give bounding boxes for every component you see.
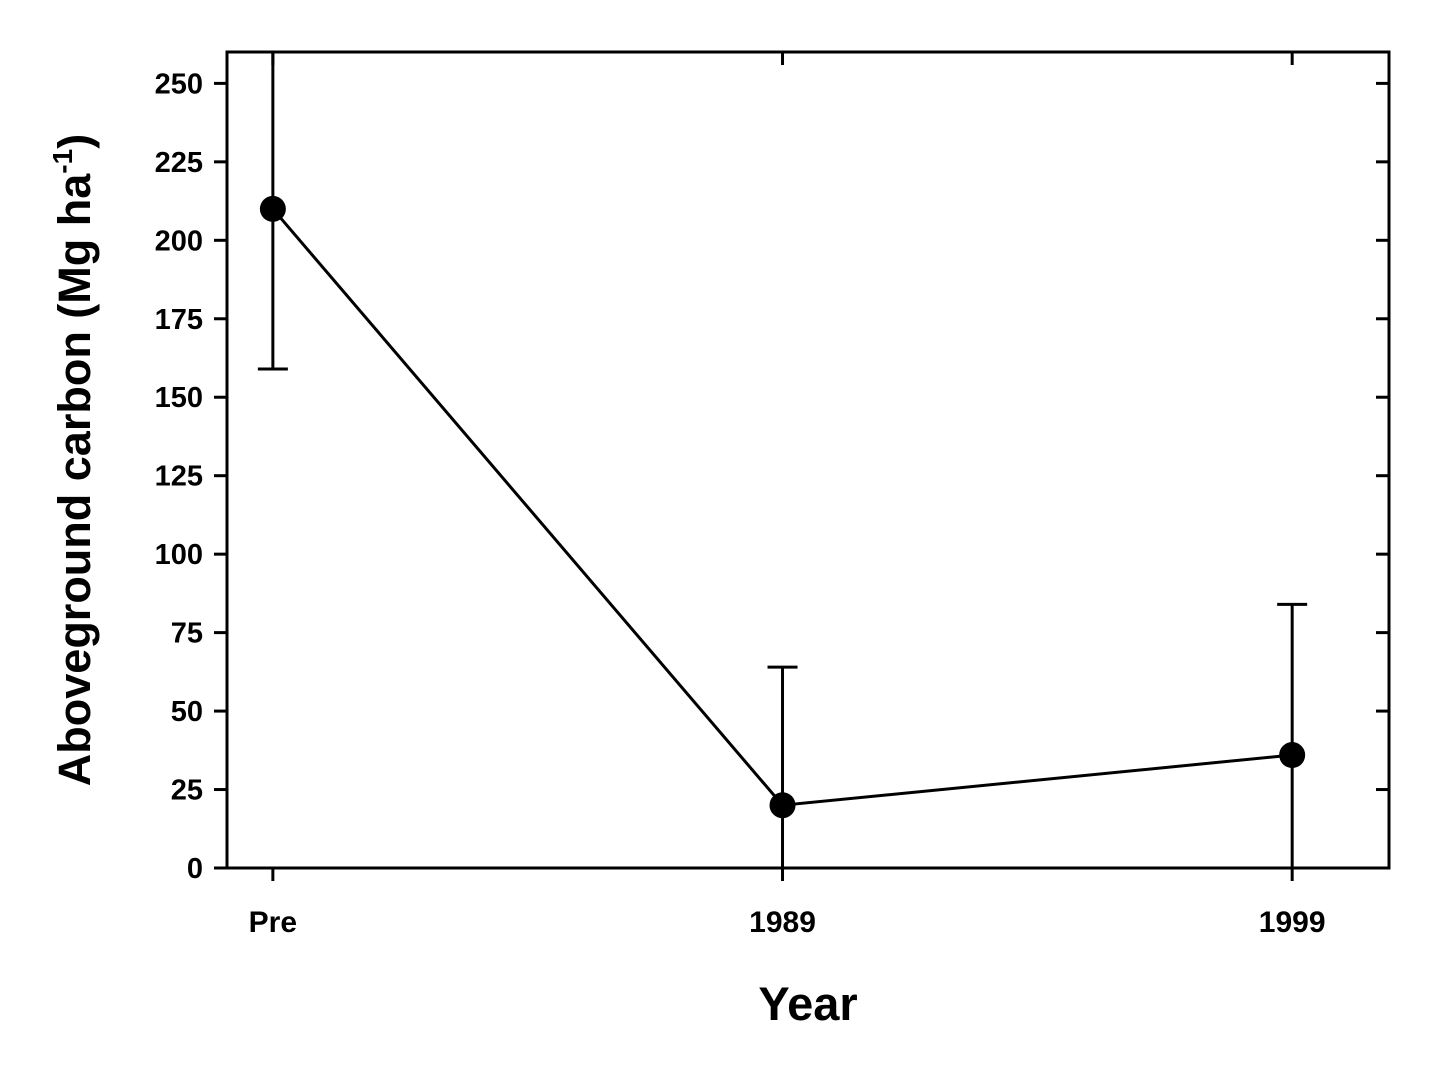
- y-tick-label: 0: [187, 853, 203, 885]
- y-axis-title: Aboveground carbon (Mg ha-1): [47, 134, 100, 786]
- data-point: [1279, 742, 1306, 769]
- x-tick-label: 1989: [749, 906, 816, 939]
- plot-area: [257, 50, 1308, 868]
- y-tick-label: 100: [155, 539, 203, 571]
- data-point: [259, 195, 286, 222]
- y-tick-label: 25: [171, 775, 203, 807]
- y-tick-label: 200: [155, 225, 203, 257]
- x-axis-title: Year: [758, 977, 857, 1030]
- x-tick-label: Pre: [249, 906, 297, 939]
- x-axis: Pre 1989 1999: [249, 52, 1326, 939]
- y-tick-label: 225: [155, 147, 203, 179]
- y-axis-title-main: Aboveground carbon (Mg ha: [49, 173, 100, 786]
- y-tick-label: 150: [155, 382, 203, 414]
- y-tick-label: 175: [155, 304, 203, 336]
- y-axis-title-close: ): [49, 134, 100, 149]
- data-point: [769, 792, 796, 819]
- y-tick-label: 50: [171, 696, 203, 728]
- y-tick-label: 75: [171, 618, 203, 650]
- y-axis-title-superscript: -1: [47, 149, 78, 174]
- x-tick-label: 1999: [1259, 906, 1326, 939]
- y-tick-label: 250: [155, 68, 203, 100]
- y-axis: 0 25 50 75 100 125 150 175 200 225 250: [155, 68, 1389, 885]
- plot-frame: [225, 50, 1391, 870]
- y-tick-label: 125: [155, 461, 203, 493]
